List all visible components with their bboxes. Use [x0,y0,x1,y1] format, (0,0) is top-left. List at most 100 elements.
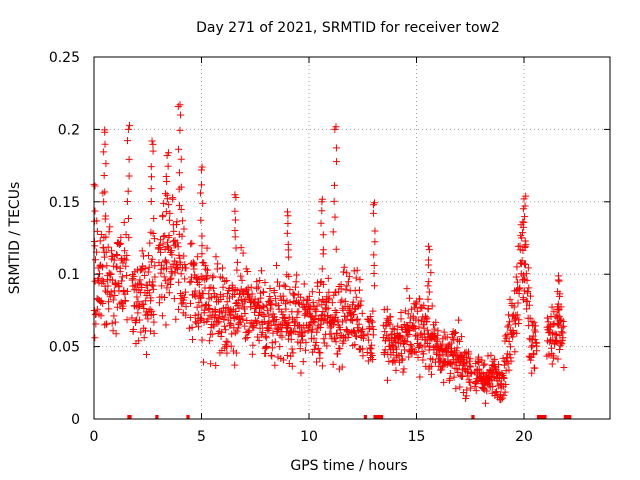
data-point [143,310,151,318]
data-point [234,296,242,304]
data-point [386,320,394,328]
data-point [163,259,171,267]
data-point [318,207,326,215]
data-point [197,216,205,224]
data-point [192,292,200,300]
data-point [555,312,563,320]
data-point [244,268,252,276]
data-point [95,279,103,287]
data-point [197,272,205,280]
data-point [92,256,100,264]
data-point [450,373,458,381]
data-point [331,288,339,296]
data-point [148,173,156,181]
data-point [550,308,558,316]
data-point [267,305,275,313]
data-point [489,383,497,391]
data-point [366,313,374,321]
data-point [387,330,395,338]
data-point [438,340,446,348]
data-point [506,350,514,358]
data-point [467,369,475,377]
data-point [245,328,253,336]
data-point [359,345,367,353]
data-point [419,321,427,329]
data-point [281,282,289,290]
data-point [222,326,230,334]
data-point [466,355,474,363]
data-point [358,309,366,317]
data-point [91,242,99,250]
data-point [221,309,229,317]
data-point [424,305,432,313]
data-point [397,315,405,323]
data-point [392,366,400,374]
data-point [329,360,337,368]
data-point [505,366,513,374]
data-point [209,274,217,282]
data-point [147,185,155,193]
data-point [342,286,350,294]
y-axis-label: SRMTID / TECUs [7,182,23,295]
data-point [123,271,131,279]
data-point [110,312,118,320]
data-point [344,278,352,286]
data-point [182,303,190,311]
data-point [248,350,256,358]
data-point [514,299,522,307]
data-point [306,322,314,330]
data-point [225,285,233,293]
data-point [171,257,179,265]
data-point [100,148,108,156]
data-point [411,348,419,356]
data-point [371,227,379,235]
gap-marker [127,415,132,419]
data-point [284,219,292,227]
data-point [100,253,108,261]
data-point [497,396,505,404]
data-point [103,262,111,270]
data-point [137,280,145,288]
data-point [151,262,159,270]
data-point [124,137,132,145]
data-point [398,356,406,364]
data-point [348,317,356,325]
data-point [292,278,300,286]
data-point [318,198,326,206]
x-tick-label: 10 [300,429,318,445]
data-point [548,360,556,368]
data-point [163,195,171,203]
data-point [381,328,389,336]
data-point [330,317,338,325]
data-point [110,256,118,264]
data-point [118,273,126,281]
data-point [352,332,360,340]
gap-marker [373,415,384,419]
data-point [505,318,513,326]
data-point [310,317,318,325]
data-point [175,201,183,209]
data-point [223,298,231,306]
y-tick-label: 0.2 [58,122,80,138]
data-point [151,273,159,281]
gap-marker [186,415,190,419]
data-point [340,337,348,345]
data-point [440,378,448,386]
data-point [105,305,113,313]
data-point [553,331,561,339]
data-point [204,315,212,323]
data-point [251,295,259,303]
data-point [262,334,270,342]
data-point [285,253,293,261]
data-point [530,351,538,359]
data-point [295,299,303,307]
data-point [353,315,361,323]
data-point [394,322,402,330]
data-point [424,242,432,250]
data-point [519,205,527,213]
data-point [465,350,473,358]
data-point [167,274,175,282]
data-point [93,227,101,235]
data-point [214,260,222,268]
data-point [455,316,463,324]
